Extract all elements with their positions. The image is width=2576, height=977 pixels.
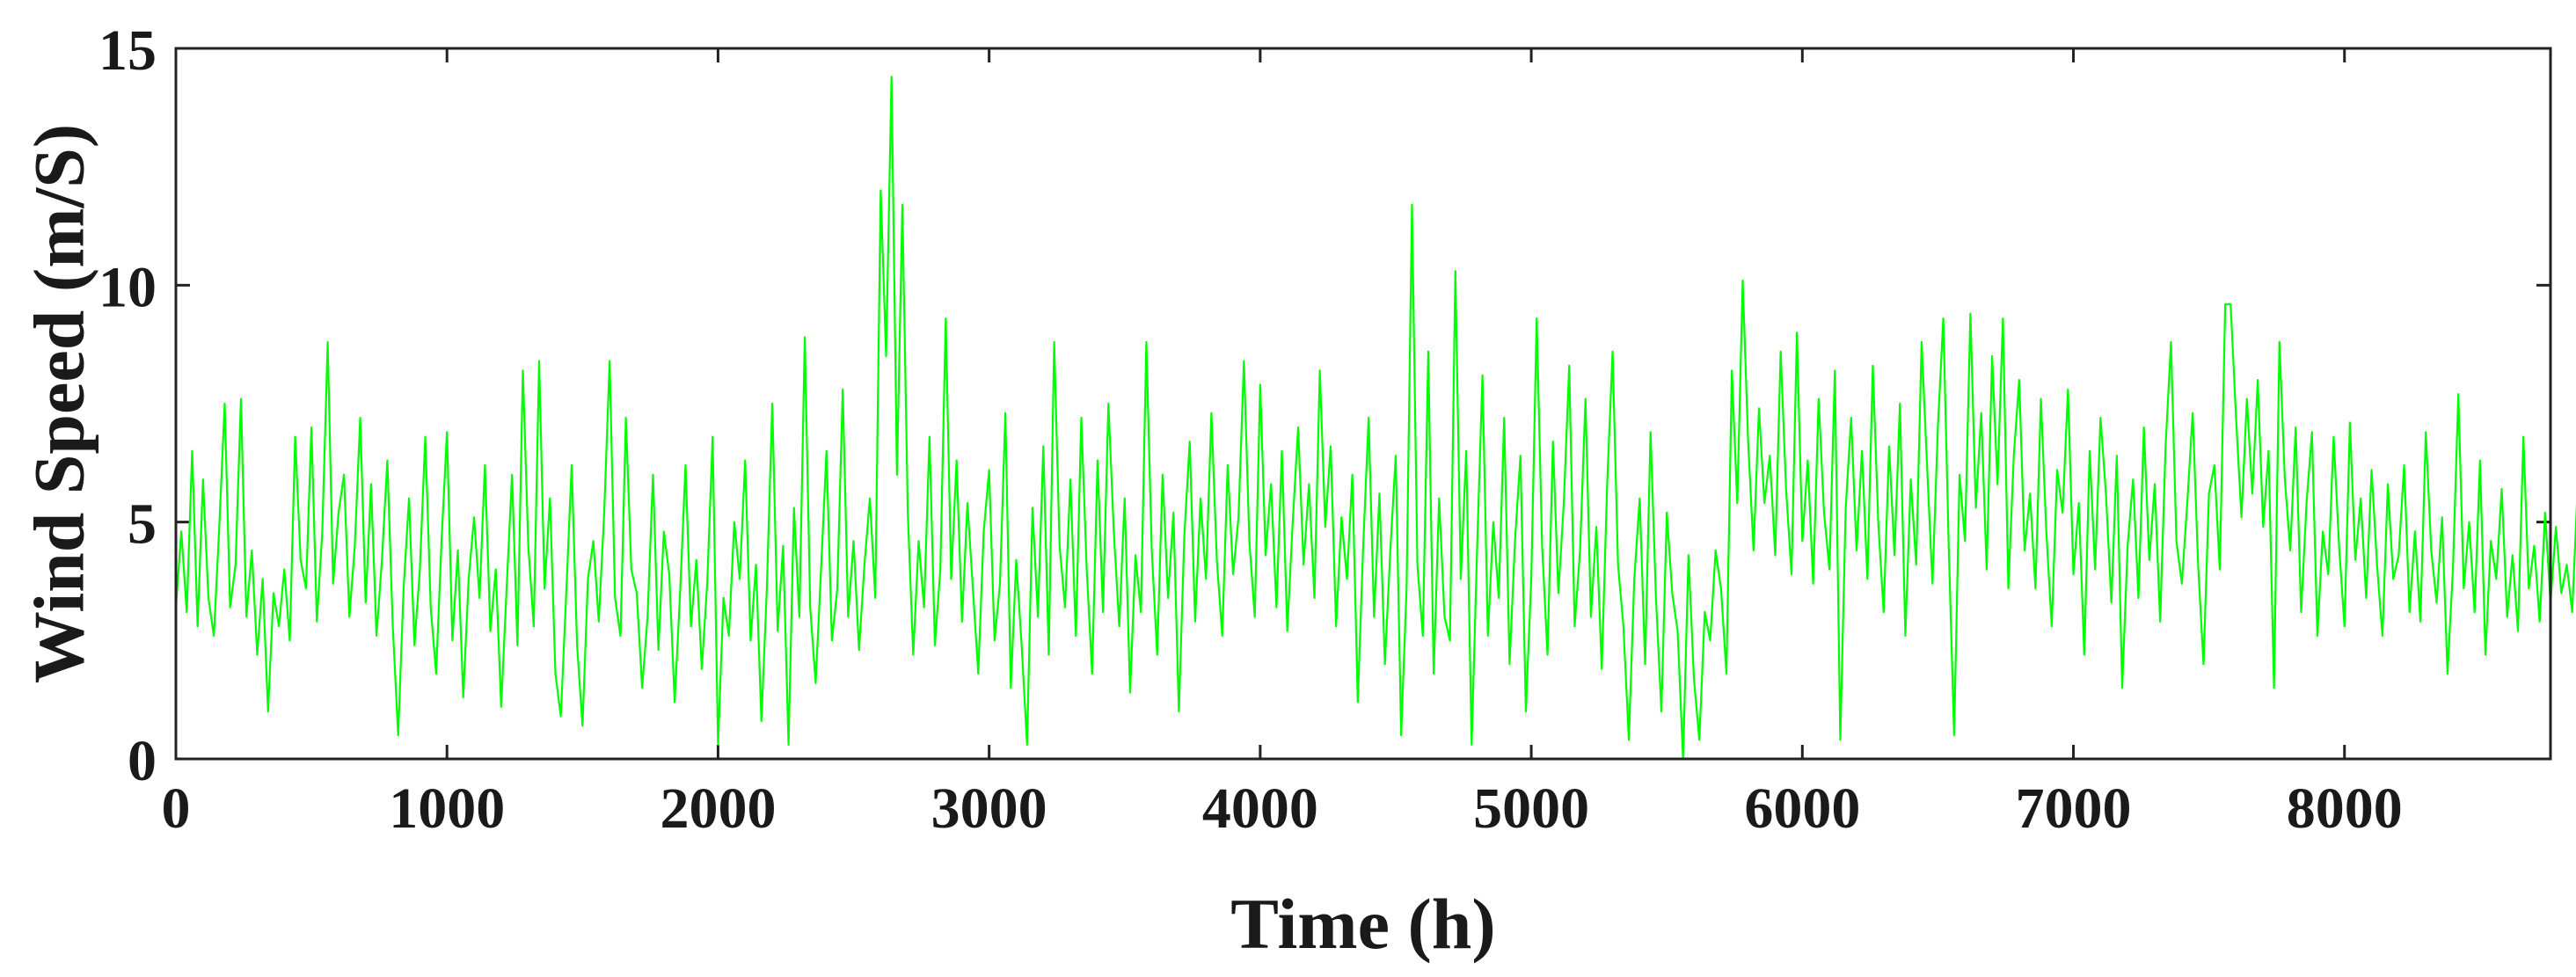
x-tick-label: 0	[162, 776, 191, 841]
x-tick-label: 6000	[1744, 776, 1860, 841]
plot-area	[176, 48, 2550, 759]
x-tick-label: 1000	[389, 776, 505, 841]
x-axis-ticks	[174, 48, 2346, 759]
x-tick-label: 5000	[1473, 776, 1589, 841]
wind-speed-series-line	[174, 76, 2576, 761]
x-tick-label: 3000	[931, 776, 1047, 841]
x-tick-label: 8000	[2287, 776, 2403, 841]
x-axis-title: Time (h)	[1230, 884, 1495, 964]
y-tick-label: 10	[99, 255, 157, 319]
x-axis-tick-labels: 0 1000 2000 3000 4000 5000 6000 7000 8000	[162, 776, 2403, 841]
plot-frame	[174, 47, 2552, 761]
y-axis-title: Wind Speed (m/S)	[19, 124, 99, 683]
y-axis-tick-labels: 0 5 10 15	[99, 18, 157, 793]
x-tick-label: 7000	[2016, 776, 2132, 841]
x-tick-label: 4000	[1202, 776, 1318, 841]
y-tick-label: 5	[128, 492, 157, 557]
x-tick-label: 2000	[660, 776, 776, 841]
y-tick-label: 15	[99, 18, 157, 83]
y-tick-label: 0	[128, 729, 157, 793]
